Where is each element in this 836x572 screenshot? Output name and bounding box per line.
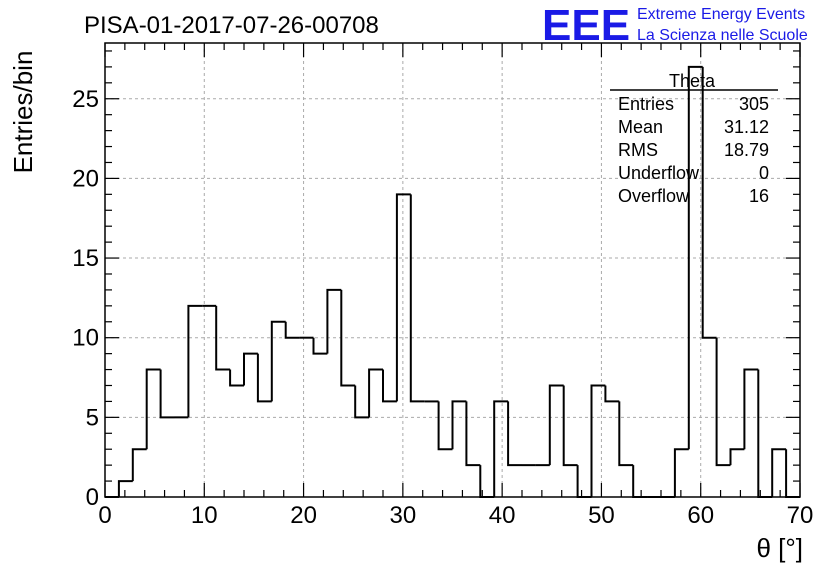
x-axis-label: θ [°] — [756, 533, 803, 563]
histogram-bin — [395, 193, 411, 402]
eee-logo: EEE Extreme Energy Events La Scienza nel… — [542, 1, 808, 50]
histogram-bin — [673, 448, 689, 497]
histogram-bin — [159, 369, 175, 419]
histogram-bin — [715, 337, 731, 467]
stats-row-value: 0 — [759, 163, 769, 183]
histogram-bin — [729, 448, 745, 466]
stats-row-label: Mean — [618, 117, 663, 137]
histogram-bin — [757, 369, 773, 498]
histogram-bin — [465, 401, 481, 467]
x-tick-labels: 0 10 20 30 40 50 60 70 — [98, 502, 813, 529]
y-tick-label: 10 — [72, 325, 99, 352]
x-tick-label: 50 — [588, 502, 615, 529]
logo-line-2: La Scienza nelle Scuole — [637, 27, 808, 44]
x-tick-label: 30 — [390, 502, 417, 529]
stats-row-label: Overflow — [618, 186, 690, 206]
stats-box-title: Theta — [669, 71, 716, 91]
histogram-bin — [229, 369, 244, 387]
histogram-bars — [105, 65, 800, 498]
histogram-bin — [243, 352, 258, 386]
histogram-bin — [354, 385, 370, 419]
stats-row-label: Underflow — [618, 163, 700, 183]
histogram-bin — [507, 401, 522, 467]
x-tick-label: 40 — [489, 502, 516, 529]
y-axis-label: Entries/bin — [8, 51, 38, 174]
histogram-bin — [576, 465, 592, 498]
histogram-bin — [284, 321, 300, 339]
histogram-bin — [437, 401, 453, 451]
x-tick-label: 10 — [191, 502, 218, 529]
x-tick-label: 20 — [290, 502, 317, 529]
y-tick-label: 25 — [72, 86, 99, 113]
run-title: PISA-01-2017-07-26-00708 — [84, 12, 379, 39]
histogram-bin — [743, 368, 759, 450]
histogram-bin — [785, 449, 800, 498]
histogram-bin — [687, 65, 703, 450]
stats-row-value: 305 — [739, 94, 769, 114]
histogram-bin — [256, 353, 272, 403]
histogram-bin — [701, 66, 717, 339]
stats-row-value: 18.79 — [724, 140, 769, 160]
x-tick-label: 60 — [687, 502, 714, 529]
histogram-bin — [187, 304, 203, 418]
stats-rows: Entries 305 Mean 31.12 RMS 18.79 Underflow 0 Ove… — [618, 94, 769, 206]
histogram-bin — [562, 385, 578, 467]
histogram-bin — [548, 384, 564, 466]
stats-box: Theta Entries 305 Mean 31.12 RMS 18.79 Underfl… — [610, 71, 778, 206]
eee-logo-mark: EEE — [542, 1, 630, 50]
x-tick-label: 0 — [98, 502, 111, 529]
histogram-bin — [270, 320, 286, 402]
histogram-bin — [215, 305, 231, 371]
y-tick-label: 0 — [86, 484, 99, 511]
histogram-bin — [632, 465, 648, 498]
histogram-bin — [368, 368, 383, 418]
histogram-bin — [771, 448, 787, 497]
histogram-bin — [618, 401, 634, 467]
histogram-bin — [604, 385, 620, 403]
histogram-bin — [131, 448, 147, 482]
histogram-bin — [145, 368, 161, 450]
histogram-bin — [312, 337, 328, 355]
plot-frame — [104, 42, 801, 498]
stats-row-label: Entries — [618, 94, 674, 114]
y-tick-label: 20 — [72, 165, 99, 192]
grid-lines — [105, 43, 800, 497]
y-tick-labels: 0 5 10 15 20 25 — [72, 86, 99, 511]
logo-line-1: Extreme Energy Events — [637, 6, 805, 23]
stats-row-label: RMS — [618, 140, 658, 160]
y-tick-label: 5 — [86, 404, 99, 431]
histogram-bin — [590, 384, 606, 497]
histogram-bin — [117, 480, 133, 497]
y-tick-label: 15 — [72, 245, 99, 272]
histogram-bin — [340, 289, 356, 387]
histogram-bin — [382, 369, 397, 403]
x-tick-label: 70 — [787, 502, 814, 529]
stats-row-value: 16 — [749, 186, 769, 206]
stats-row-value: 31.12 — [724, 117, 769, 137]
histogram-bin — [493, 400, 509, 497]
axis-ticks — [104, 43, 801, 498]
histogram-bin — [326, 288, 342, 354]
histogram-bin — [409, 194, 425, 403]
histogram-bin — [451, 400, 467, 450]
